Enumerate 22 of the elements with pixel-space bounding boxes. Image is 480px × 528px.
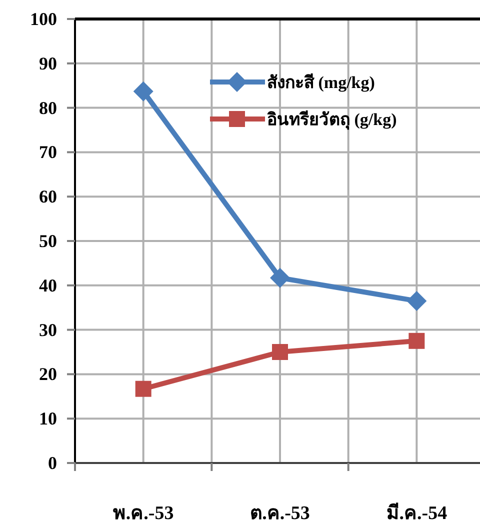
legend-label: อินทรียวัตถุ (g/kg) (267, 109, 397, 130)
y-tick-label: 0 (48, 453, 57, 473)
legend-label: สังกะสี (mg/kg) (267, 72, 375, 92)
y-tick-label: 10 (39, 408, 57, 429)
y-tick-label: 30 (39, 320, 57, 340)
y-tick-label: 80 (39, 98, 57, 118)
y-tick-label: 90 (39, 53, 57, 74)
point (135, 380, 152, 397)
x-tick-label: ต.ค.-53 (250, 503, 310, 524)
y-tick-label: 20 (39, 364, 57, 384)
point (406, 290, 427, 311)
y-tick-label: 100 (30, 9, 57, 29)
point (272, 344, 288, 360)
x-tick-label: พ.ค.-53 (112, 503, 174, 524)
point (270, 268, 290, 288)
y-tick-label: 60 (39, 186, 57, 207)
x-tick-label: มี.ค.-54 (386, 502, 448, 524)
y-tick-label: 40 (39, 275, 57, 296)
point (408, 332, 425, 349)
y-tick-label: 70 (39, 142, 57, 162)
point (133, 81, 154, 102)
y-tick-label: 50 (39, 231, 57, 251)
